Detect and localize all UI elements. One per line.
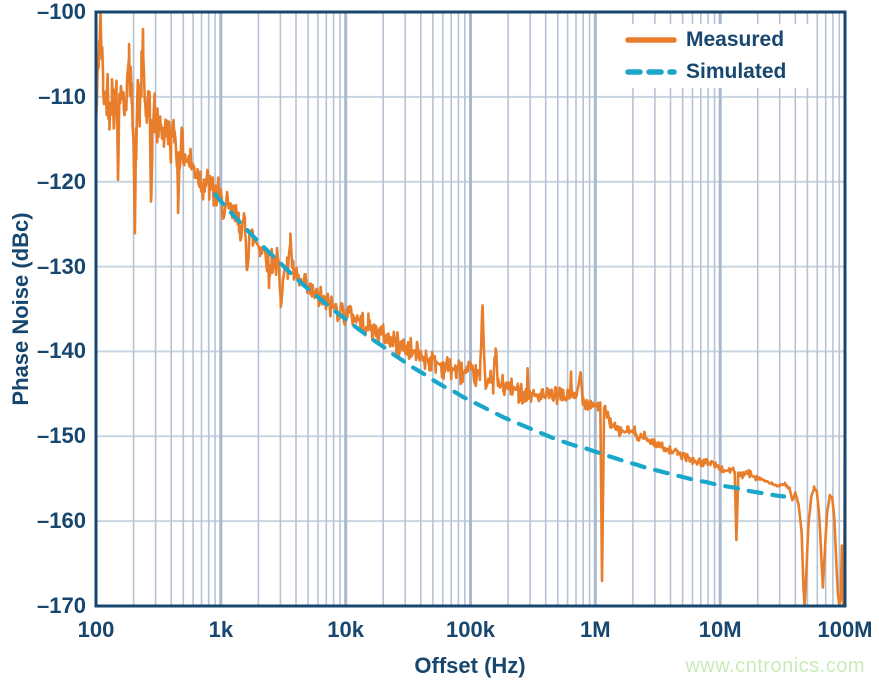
measured-line-swatch bbox=[625, 37, 677, 43]
simulated-line-swatch bbox=[625, 69, 677, 75]
legend-entry-simulated: Simulated bbox=[600, 57, 814, 87]
legend-label-measured: Measured bbox=[686, 28, 785, 51]
x-axis-title: Offset (Hz) bbox=[414, 653, 526, 678]
legend-entry-measured: Measured bbox=[600, 25, 814, 55]
y-axis-title: Phase Noise (dBc) bbox=[8, 212, 33, 406]
plot-border bbox=[94, 10, 847, 608]
watermark: www.cntronics.com bbox=[685, 655, 865, 677]
grid bbox=[96, 12, 845, 606]
legend-label-simulated: Simulated bbox=[686, 60, 787, 83]
series-measured bbox=[96, 12, 845, 606]
legend: Measured Simulated bbox=[600, 24, 814, 88]
series-simulated bbox=[213, 192, 787, 499]
